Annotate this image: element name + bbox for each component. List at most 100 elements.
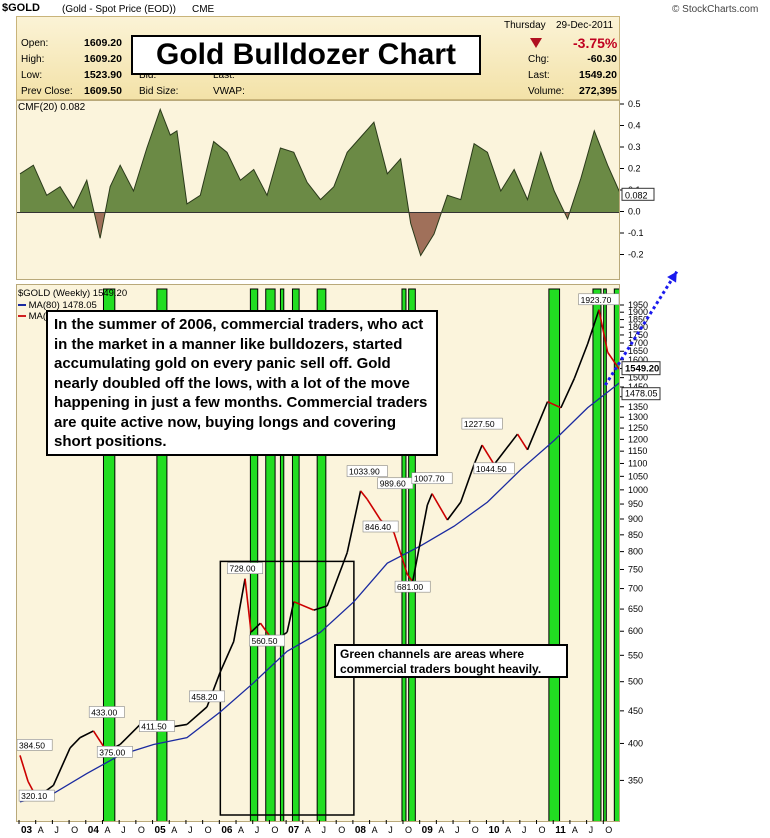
- highlight-box: [219, 560, 355, 816]
- green-channel: [279, 288, 285, 821]
- x-tick-label: O: [539, 825, 546, 835]
- price-segment: [244, 578, 252, 633]
- x-tick-label: J: [455, 825, 460, 835]
- price-label: 384.50: [19, 740, 45, 750]
- price-segment: [560, 378, 575, 409]
- x-tick-label: O: [205, 825, 212, 835]
- price-tick-label: 750: [628, 564, 643, 574]
- cmf-tick-label: 0.3: [628, 142, 641, 152]
- stat-label: High:: [21, 54, 45, 65]
- x-tick-label: J: [188, 825, 193, 835]
- x-tick-label: 11: [555, 825, 566, 836]
- stat-value: 1609.50: [84, 85, 122, 97]
- green-channel: [291, 288, 300, 821]
- stat-value: 1609.20: [84, 53, 122, 65]
- price-axis: 1950190018501800175017001650160015501500…: [620, 300, 661, 785]
- legend-ma-swatch: [18, 315, 26, 318]
- price-label: 846.40: [365, 522, 391, 532]
- last-price-label: 1549.20: [625, 364, 659, 375]
- price-segment: [19, 755, 29, 782]
- brand-watermark: © StockCharts.com: [672, 4, 759, 15]
- price-segment: [346, 490, 362, 553]
- commentary-box: In the summer of 2006, commercial trader…: [46, 310, 438, 456]
- cmf-tick-label: -0.1: [628, 228, 644, 238]
- price-tick-label: 900: [628, 514, 643, 524]
- price-label: 1044.50: [476, 464, 507, 474]
- price-label: 681.00: [397, 582, 423, 592]
- green-channel: [603, 288, 607, 821]
- price-segment: [232, 578, 246, 642]
- price-label: 411.50: [141, 722, 167, 732]
- price-label: 1227.50: [464, 419, 495, 429]
- x-tick-label: A: [38, 825, 44, 835]
- price-tick-label: 700: [628, 584, 643, 594]
- x-tick-label: J: [121, 825, 126, 835]
- stat-value: 1549.20: [579, 69, 617, 81]
- cmf-chart: [17, 107, 619, 257]
- stat-label: Prev Close:: [21, 86, 73, 97]
- green-channel: [102, 288, 116, 821]
- stat-label: Chg:: [528, 54, 550, 65]
- price-tick-label: 400: [628, 738, 643, 748]
- price-label: 1007.70: [414, 474, 445, 484]
- x-tick-label: 09: [422, 825, 434, 836]
- price-segment: [426, 493, 433, 506]
- price-label: 458.20: [191, 692, 217, 702]
- x-tick-label: 04: [88, 825, 100, 836]
- cmf-negative-area: [20, 212, 619, 256]
- header-date: 29-Dec-2011: [556, 20, 614, 31]
- price-tick-label: 1250: [628, 423, 648, 433]
- x-tick-label: A: [438, 825, 444, 835]
- price-chart: 384.50 320.10 433.00 375.00 458.20 411.50 728.…: [17, 288, 619, 821]
- price-tick-label: 450: [628, 706, 643, 716]
- price-segment: [359, 490, 368, 500]
- green-channel: [592, 288, 602, 821]
- price-tick-label: 950: [628, 499, 643, 509]
- price-label-box: [17, 739, 53, 751]
- green-channel: [265, 288, 276, 821]
- price-label-box: [411, 472, 453, 485]
- cmf-tick-label: -0.2: [628, 250, 644, 260]
- quote-label: VWAP:: [213, 86, 245, 97]
- header-day: Thursday: [504, 20, 546, 31]
- ma-value-box: [621, 387, 661, 401]
- price-segment: [493, 433, 519, 465]
- x-tick-label: O: [338, 825, 345, 835]
- stat-value: -60.30: [587, 53, 617, 65]
- price-tick-label: 500: [628, 677, 643, 687]
- price-label-box: [138, 720, 175, 732]
- price-tick-label: 1350: [628, 402, 648, 412]
- price-segment: [186, 706, 208, 726]
- price-label: 375.00: [99, 747, 125, 757]
- stat-value: 1609.20: [84, 37, 122, 49]
- price-label-box: [473, 462, 515, 475]
- price-title: $GOLD (Weekly) 1549.20: [18, 288, 128, 299]
- stat-label: Low:: [21, 70, 43, 81]
- x-tick-label: J: [388, 825, 393, 835]
- price-tick-label: 650: [628, 604, 643, 614]
- price-tick-label: 1100: [628, 458, 647, 468]
- x-tick-label: A: [305, 825, 311, 835]
- price-segment: [459, 464, 475, 503]
- stat-label: Volume:: [528, 86, 565, 97]
- chart-title-box: Gold Bulldozer Chart: [131, 35, 481, 75]
- price-label-box: [227, 562, 263, 575]
- x-tick-label: 10: [488, 825, 500, 836]
- price-segment: [586, 309, 600, 345]
- cmf-line: [19, 107, 619, 257]
- x-tick-label: A: [171, 825, 177, 835]
- x-tick-label: J: [255, 825, 260, 835]
- price-label: 560.50: [251, 636, 277, 646]
- price-segment: [52, 747, 71, 786]
- price-segment: [411, 504, 429, 582]
- bid-label: Bid:: [139, 70, 157, 81]
- exchange: CME: [192, 4, 215, 15]
- price-segment: [547, 400, 562, 409]
- symbol-description: (Gold - Spot Price (EOD)): [62, 4, 176, 15]
- price-label: 320.10: [21, 791, 47, 801]
- price-tick-label: 1300: [628, 412, 648, 422]
- price-label-box: [362, 520, 399, 533]
- price-segment: [293, 600, 315, 611]
- cmf-current-label: 0.082: [625, 190, 648, 200]
- price-tick-label: 1050: [628, 471, 648, 481]
